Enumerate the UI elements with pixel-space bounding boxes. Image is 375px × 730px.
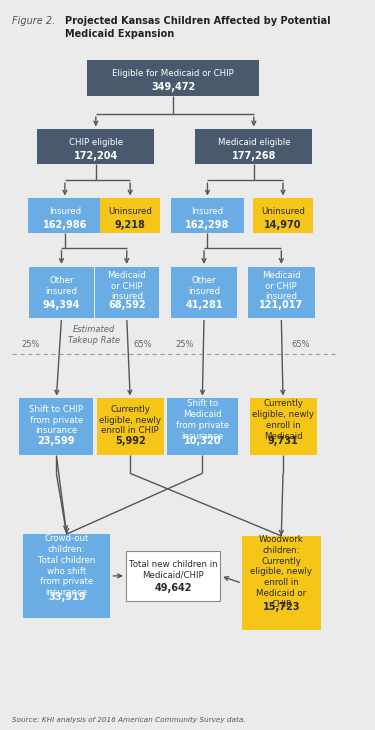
FancyBboxPatch shape [20, 399, 93, 456]
Text: Uninsured: Uninsured [108, 207, 152, 216]
FancyBboxPatch shape [167, 399, 237, 456]
Text: 25%: 25% [176, 340, 194, 349]
Text: 172,204: 172,204 [74, 150, 118, 161]
Text: Shift to CHIP
from private
insurance: Shift to CHIP from private insurance [29, 404, 83, 435]
FancyBboxPatch shape [95, 267, 159, 318]
Text: 94,394: 94,394 [43, 300, 80, 310]
Text: Uninsured: Uninsured [261, 207, 305, 216]
FancyBboxPatch shape [87, 60, 259, 96]
Text: 65%: 65% [133, 340, 152, 349]
Text: 5,992: 5,992 [115, 436, 146, 446]
Text: 349,472: 349,472 [151, 82, 195, 92]
Text: 15,723: 15,723 [262, 602, 300, 612]
FancyBboxPatch shape [97, 399, 164, 456]
FancyBboxPatch shape [126, 551, 220, 601]
Text: 25%: 25% [21, 340, 40, 349]
Text: 9,731: 9,731 [268, 436, 298, 446]
Text: Other
insured: Other insured [188, 276, 220, 296]
Text: Insured: Insured [49, 207, 81, 216]
Text: Projected Kansas Children Affected by Potential
Medicaid Expansion: Projected Kansas Children Affected by Po… [65, 16, 330, 39]
Text: Shift to
Medicaid
from private
insurance: Shift to Medicaid from private insurance [176, 399, 229, 441]
Text: Currently
eligible, newly
enroll in CHIP: Currently eligible, newly enroll in CHIP [99, 404, 161, 435]
Text: Crowd-out
children:
Total children
who shift
from private
insurance: Crowd-out children: Total children who s… [38, 534, 95, 597]
Text: Figure 2.: Figure 2. [12, 16, 55, 26]
Text: Medicaid
or CHIP
insured: Medicaid or CHIP insured [108, 271, 146, 301]
FancyBboxPatch shape [28, 199, 102, 234]
Text: 9,218: 9,218 [115, 220, 146, 230]
Text: 68,592: 68,592 [108, 300, 146, 310]
Text: Other
insured: Other insured [45, 276, 78, 296]
Text: Currently
eligible, newly
enroll in
Medicaid: Currently eligible, newly enroll in Medi… [252, 399, 314, 441]
FancyBboxPatch shape [242, 536, 321, 631]
Text: 10,320: 10,320 [183, 436, 221, 446]
Text: 41,281: 41,281 [185, 300, 223, 310]
Text: 65%: 65% [291, 340, 309, 349]
Text: 14,970: 14,970 [264, 220, 302, 230]
Text: 33,919: 33,919 [48, 592, 86, 602]
Text: Insured: Insured [191, 207, 224, 216]
FancyBboxPatch shape [100, 199, 160, 234]
Text: Source: KHI analysis of 2016 American Community Survey data.: Source: KHI analysis of 2016 American Co… [12, 717, 245, 723]
Text: Eligible for Medicaid or CHIP: Eligible for Medicaid or CHIP [112, 69, 234, 78]
Text: Woodwork
children:
Currently
eligible, newly
enroll in
Medicaid or
CHIP: Woodwork children: Currently eligible, n… [250, 535, 312, 609]
FancyBboxPatch shape [195, 129, 312, 164]
Text: 162,298: 162,298 [185, 220, 230, 230]
Text: CHIP eligible: CHIP eligible [69, 138, 123, 147]
FancyBboxPatch shape [29, 267, 94, 318]
Text: 162,986: 162,986 [43, 220, 87, 230]
Text: Estimated
Takeup Rate: Estimated Takeup Rate [68, 326, 120, 345]
FancyBboxPatch shape [171, 199, 244, 234]
Text: 49,642: 49,642 [154, 583, 192, 593]
FancyBboxPatch shape [249, 399, 316, 456]
Text: 121,017: 121,017 [259, 300, 303, 310]
Text: Medicaid eligible: Medicaid eligible [217, 138, 290, 147]
Text: Medicaid
or CHIP
insured: Medicaid or CHIP insured [262, 271, 301, 301]
FancyBboxPatch shape [38, 129, 154, 164]
Text: 177,268: 177,268 [232, 150, 276, 161]
FancyBboxPatch shape [23, 534, 110, 618]
Text: 23,599: 23,599 [38, 436, 75, 446]
Text: Total new children in
Medicaid/CHIP: Total new children in Medicaid/CHIP [129, 560, 217, 580]
FancyBboxPatch shape [253, 199, 313, 234]
FancyBboxPatch shape [171, 267, 237, 318]
FancyBboxPatch shape [248, 267, 315, 318]
